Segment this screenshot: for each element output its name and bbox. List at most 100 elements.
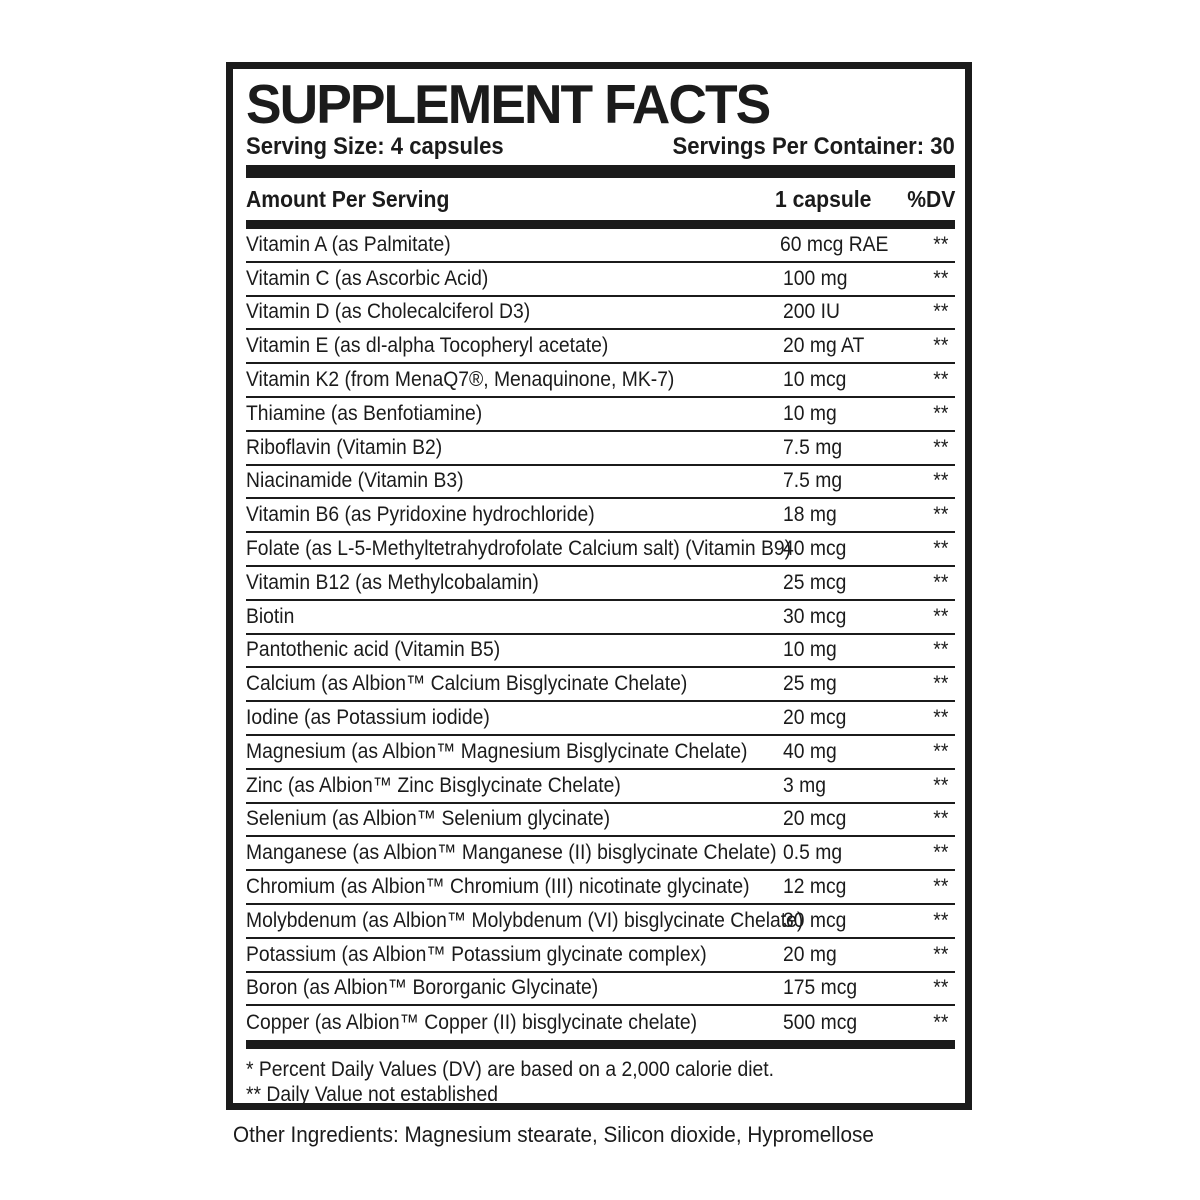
table-row: Niacinamide (Vitamin B3) 7.5 mg ** <box>246 466 955 500</box>
footnotes: * Percent Daily Values (DV) are based on… <box>246 1057 955 1107</box>
nutrient-name: Vitamin E (as dl-alpha Tocopheryl acetat… <box>246 334 609 358</box>
table-row: Chromium (as Albion™ Chromium (III) nico… <box>246 871 955 905</box>
table-row: Calcium (as Albion™ Calcium Bisglycinate… <box>246 668 955 703</box>
nutrient-dv: ** <box>932 976 948 1000</box>
supplement-facts-panel: SUPPLEMENT FACTS Serving Size: 4 capsule… <box>226 62 972 1110</box>
table-row: Vitamin C (as Ascorbic Acid) 100 mg ** <box>246 263 955 297</box>
nutrient-amount: 10 mg <box>783 401 837 425</box>
table-row: Copper (as Albion™ Copper (II) bisglycin… <box>246 1006 955 1040</box>
footnote-dv-not-established: ** Daily Value not established <box>246 1083 499 1107</box>
panel-title: SUPPLEMENT FACTS <box>246 73 771 135</box>
nutrient-dv: ** <box>932 570 948 594</box>
nutrient-name: Thiamine (as Benfotiamine) <box>246 401 483 425</box>
nutrient-name: Folate (as L-5-Methyltetrahydrofolate Ca… <box>246 537 792 561</box>
nutrient-amount: 7.5 mg <box>783 469 843 493</box>
table-row: Vitamin A (as Palmitate) 60 mcg RAE ** <box>246 229 955 263</box>
table-row: Riboflavin (Vitamin B2) 7.5 mg ** <box>246 432 955 466</box>
table-row: Manganese (as Albion™ Manganese (II) bis… <box>246 837 955 872</box>
nutrient-amount: 30 mcg <box>783 908 847 932</box>
table-row: Magnesium (as Albion™ Magnesium Bisglyci… <box>246 736 955 770</box>
nutrient-name: Zinc (as Albion™ Zinc Bisglycinate Chela… <box>246 773 621 797</box>
nutrient-dv: ** <box>932 300 948 324</box>
nutrient-name: Riboflavin (Vitamin B2) <box>246 435 443 459</box>
nutrient-dv: ** <box>932 773 948 797</box>
nutrient-dv: ** <box>932 875 948 899</box>
nutrient-amount: 12 mcg <box>783 875 847 899</box>
nutrient-amount: 10 mg <box>783 638 837 662</box>
table-row: Molybdenum (as Albion™ Molybdenum (VI) b… <box>246 905 955 939</box>
divider-thick-top <box>246 165 955 178</box>
nutrient-name: Molybdenum (as Albion™ Molybdenum (VI) b… <box>246 908 804 932</box>
nutrient-name: Biotin <box>246 604 295 628</box>
table-row: Iodine (as Potassium iodide) 20 mcg ** <box>246 702 955 736</box>
table-row: Vitamin B12 (as Methylcobalamin) 25 mcg … <box>246 567 955 601</box>
nutrient-name: Boron (as Albion™ Bororganic Glycinate) <box>246 976 599 1000</box>
nutrient-name: Vitamin B12 (as Methylcobalamin) <box>246 570 539 594</box>
nutrient-name: Manganese (as Albion™ Manganese (II) bis… <box>246 841 777 865</box>
nutrient-dv: ** <box>932 232 948 256</box>
column-header-dv: %DV <box>906 185 955 212</box>
table-row: Thiamine (as Benfotiamine) 10 mg ** <box>246 398 955 432</box>
nutrient-name: Chromium (as Albion™ Chromium (III) nico… <box>246 875 750 899</box>
divider-medium-header <box>246 220 955 229</box>
nutrient-dv: ** <box>932 807 948 831</box>
table-row: Pantothenic acid (Vitamin B5) 10 mg ** <box>246 635 955 669</box>
table-row: Biotin 30 mcg ** <box>246 601 955 635</box>
nutrient-amount: 30 mcg <box>783 604 847 628</box>
nutrient-amount: 7.5 mg <box>783 435 843 459</box>
nutrient-amount: 60 mcg RAE <box>780 232 889 256</box>
nutrient-name: Selenium (as Albion™ Selenium glycinate) <box>246 807 611 831</box>
table-row: Selenium (as Albion™ Selenium glycinate)… <box>246 804 955 838</box>
nutrient-amount: 20 mg <box>783 942 837 966</box>
nutrient-name: Vitamin K2 (from MenaQ7®, Menaquinone, M… <box>246 368 675 392</box>
table-row: Vitamin B6 (as Pyridoxine hydrochloride)… <box>246 499 955 534</box>
nutrient-amount: 175 mcg <box>783 976 858 1000</box>
nutrient-dv: ** <box>932 469 948 493</box>
nutrient-amount: 20 mg AT <box>783 334 865 358</box>
table-header-row: Amount Per Serving 1 capsule %DV <box>246 178 955 220</box>
servings-per-container: Servings Per Container: 30 <box>672 133 955 160</box>
nutrient-dv: ** <box>932 503 948 527</box>
nutrient-dv: ** <box>932 266 948 290</box>
footnote-dv-basis: * Percent Daily Values (DV) are based on… <box>246 1058 775 1082</box>
nutrient-amount: 25 mcg <box>783 570 847 594</box>
nutrient-amount: 25 mg <box>783 672 837 696</box>
serving-size: Serving Size: 4 capsules <box>246 133 504 160</box>
table-row: Zinc (as Albion™ Zinc Bisglycinate Chela… <box>246 770 955 804</box>
nutrient-dv: ** <box>932 672 948 696</box>
nutrient-amount: 100 mg <box>783 266 848 290</box>
nutrient-name: Copper (as Albion™ Copper (II) bisglycin… <box>246 1011 698 1035</box>
nutrient-amount: 20 mcg <box>783 706 847 730</box>
table-row: Vitamin E (as dl-alpha Tocopheryl acetat… <box>246 330 955 365</box>
table-row: Folate (as L-5-Methyltetrahydrofolate Ca… <box>246 533 955 567</box>
serving-info-row: Serving Size: 4 capsules Servings Per Co… <box>246 132 955 162</box>
nutrient-name: Vitamin A (as Palmitate) <box>246 232 451 256</box>
nutrient-dv: ** <box>932 638 948 662</box>
table-row: Vitamin K2 (from MenaQ7®, Menaquinone, M… <box>246 364 955 398</box>
nutrient-dv: ** <box>932 706 948 730</box>
nutrient-name: Vitamin B6 (as Pyridoxine hydrochloride) <box>246 503 595 527</box>
nutrient-name: Vitamin D (as Cholecalciferol D3) <box>246 300 531 324</box>
nutrient-dv: ** <box>932 942 948 966</box>
nutrient-dv: ** <box>932 435 948 459</box>
nutrient-dv: ** <box>932 841 948 865</box>
nutrient-name: Iodine (as Potassium iodide) <box>246 706 490 730</box>
nutrient-amount: 200 IU <box>783 300 840 324</box>
nutrient-dv: ** <box>932 739 948 763</box>
nutrient-dv: ** <box>932 334 948 358</box>
column-header-amount: 1 capsule <box>775 185 872 212</box>
nutrient-name: Magnesium (as Albion™ Magnesium Bisglyci… <box>246 739 748 763</box>
nutrient-amount: 500 mcg <box>783 1011 858 1035</box>
nutrient-amount: 20 mcg <box>783 807 847 831</box>
nutrient-dv: ** <box>932 604 948 628</box>
other-ingredients: Other Ingredients: Magnesium stearate, S… <box>233 1122 874 1147</box>
nutrient-name: Niacinamide (Vitamin B3) <box>246 469 464 493</box>
nutrient-amount: 0.5 mg <box>783 841 843 865</box>
nutrient-amount: 3 mg <box>783 773 826 797</box>
nutrient-dv: ** <box>932 401 948 425</box>
nutrient-amount: 10 mcg <box>783 368 847 392</box>
table-row: Potassium (as Albion™ Potassium glycinat… <box>246 939 955 973</box>
nutrient-amount: 40 mcg <box>783 537 847 561</box>
nutrient-name: Calcium (as Albion™ Calcium Bisglycinate… <box>246 672 688 696</box>
